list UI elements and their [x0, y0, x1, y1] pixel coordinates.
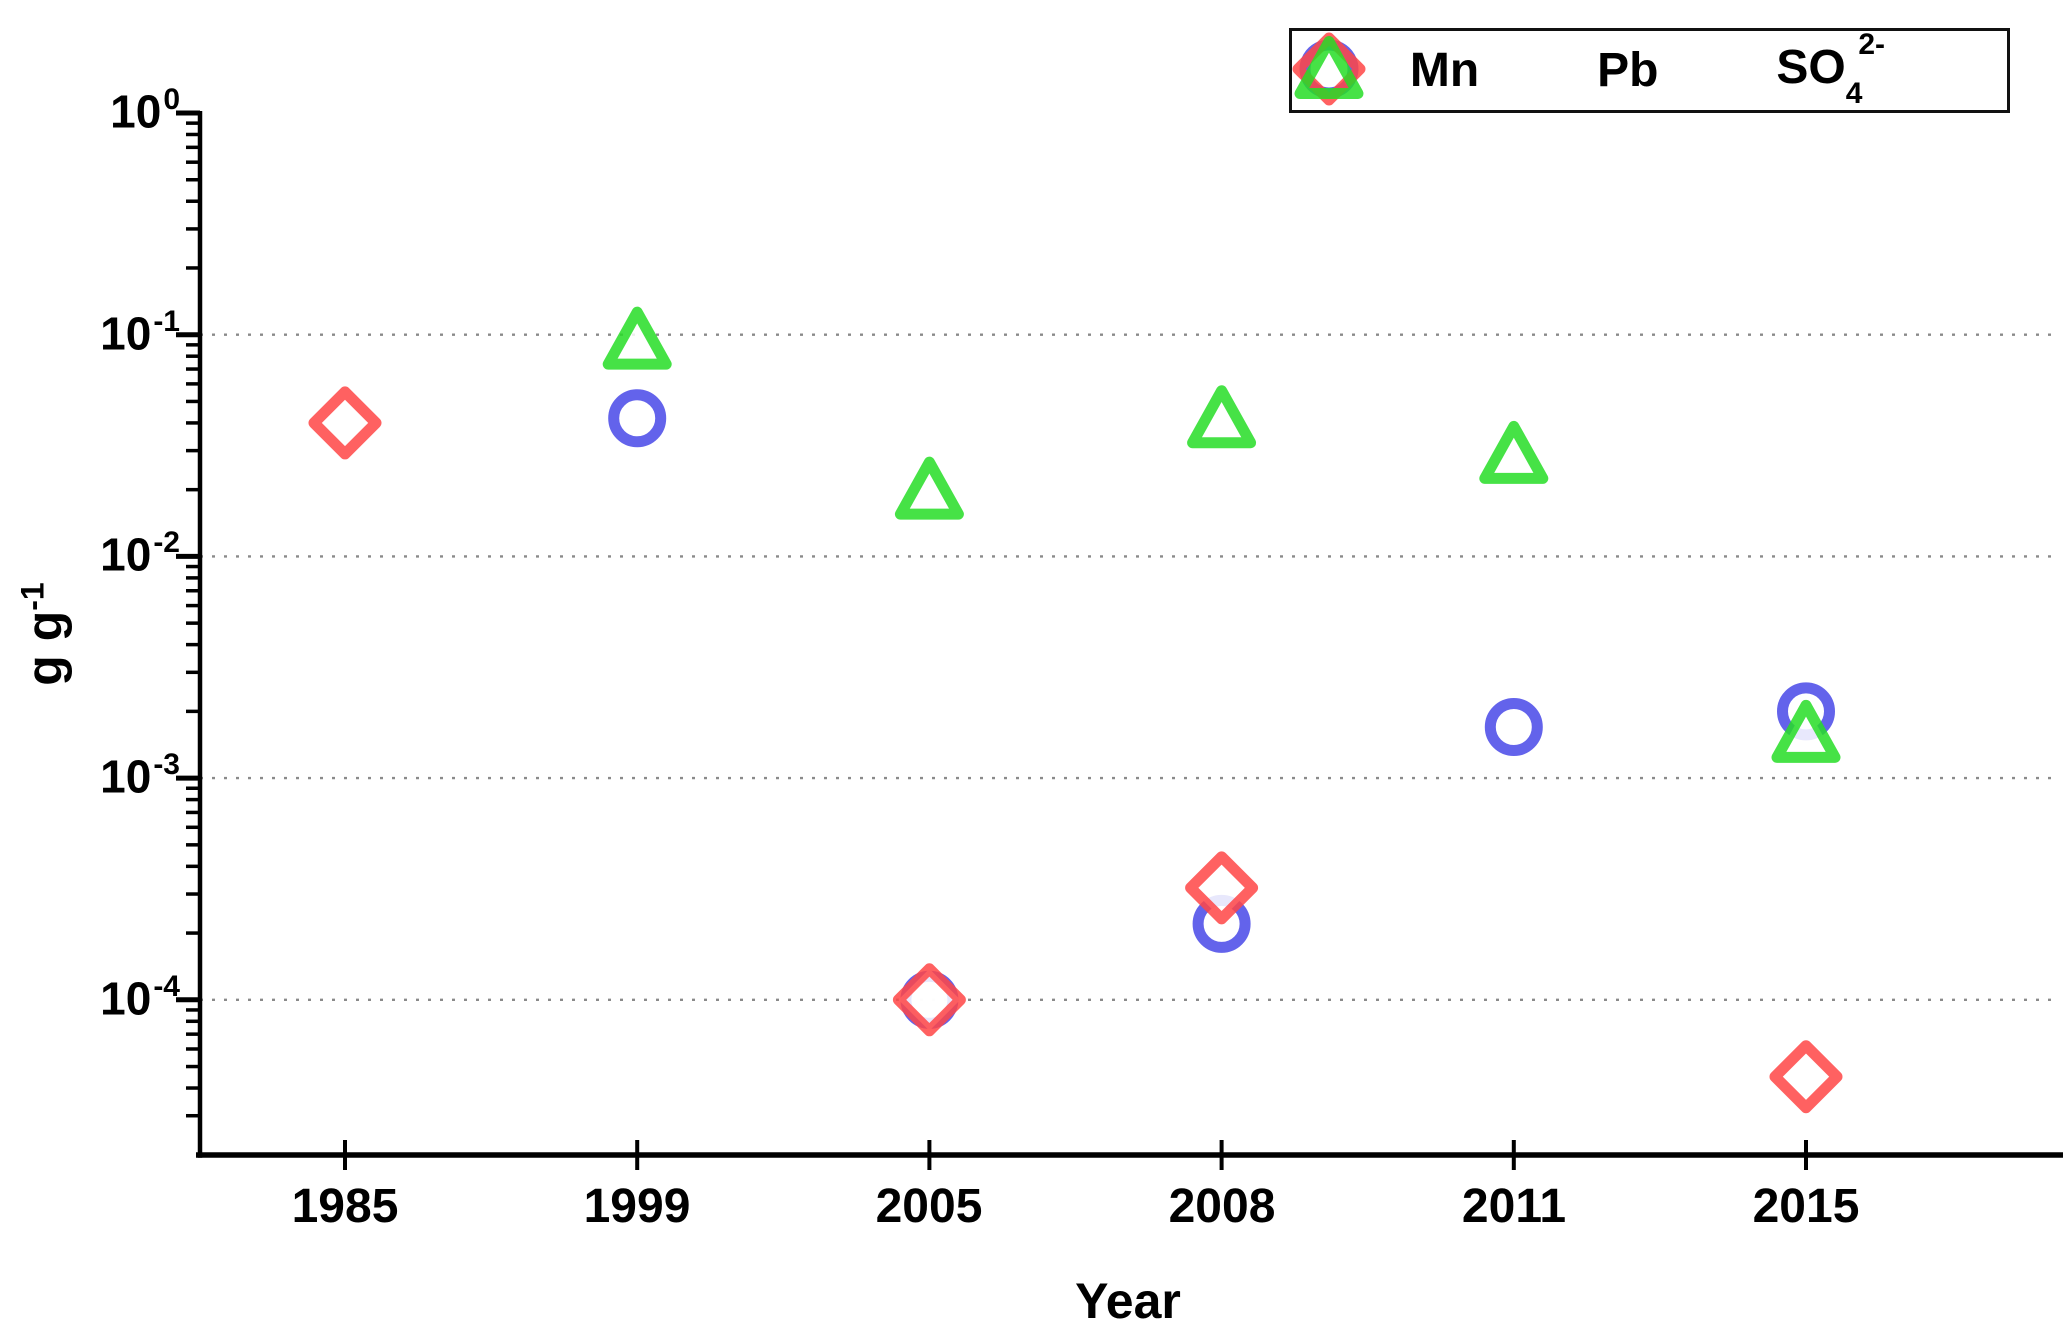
- x-tick-label-1985: 1985: [291, 1180, 399, 1233]
- point-Pb-1985: [308, 386, 382, 460]
- y-axis-title: g g-1: [14, 582, 73, 686]
- legend-entry-SO42-: SO42-: [1294, 27, 1889, 111]
- point-SO42--2008: [1187, 385, 1257, 449]
- x-tick-label-2015: 2015: [1752, 1180, 1860, 1233]
- y-tick-label-1e-4: 10-4: [100, 970, 180, 1025]
- point-Mn-1999: [608, 389, 667, 448]
- point-Mn-2011: [1484, 698, 1543, 757]
- y-tick-label-1e0: 100: [110, 83, 180, 138]
- point-Pb-2008: [1185, 851, 1259, 925]
- triangle-glyph: [1294, 36, 1364, 99]
- triangle-icon: [1294, 36, 1364, 99]
- legend: Mn Pb SO42-: [1289, 28, 2010, 113]
- diamond-glyph: [1292, 32, 1366, 106]
- x-tick-label-1999: 1999: [583, 1180, 691, 1233]
- legend-label-Mn: Mn: [1409, 43, 1480, 97]
- point-SO42--2005: [894, 456, 964, 520]
- x-tick-label-2011: 2011: [1461, 1180, 1567, 1233]
- y-tick-label-1e-3: 10-3: [100, 748, 180, 803]
- diamond-icon: [1292, 32, 1366, 106]
- x-tick-label-2008: 2008: [1168, 1180, 1276, 1233]
- x-tick-label-2005: 2005: [875, 1180, 983, 1233]
- legend-entry-Mn: Mn: [1299, 39, 1480, 99]
- y-tick-label-1e-1: 10-1: [100, 305, 180, 360]
- legend-entry-Pb: Pb: [1292, 32, 1659, 106]
- legend-label-Pb: Pb: [1597, 43, 1659, 97]
- point-SO42--1999: [602, 306, 672, 370]
- point-Pb-2015: [1769, 1040, 1843, 1114]
- point-SO42--2015: [1771, 699, 1841, 763]
- y-tick-label-1e-2: 10-2: [100, 526, 180, 581]
- legend-label-SO42-: SO42-: [1776, 27, 1886, 111]
- point-SO42--2011: [1479, 420, 1549, 484]
- x-axis-title: Year: [1075, 1273, 1181, 1329]
- point-Pb-2005: [892, 963, 966, 1037]
